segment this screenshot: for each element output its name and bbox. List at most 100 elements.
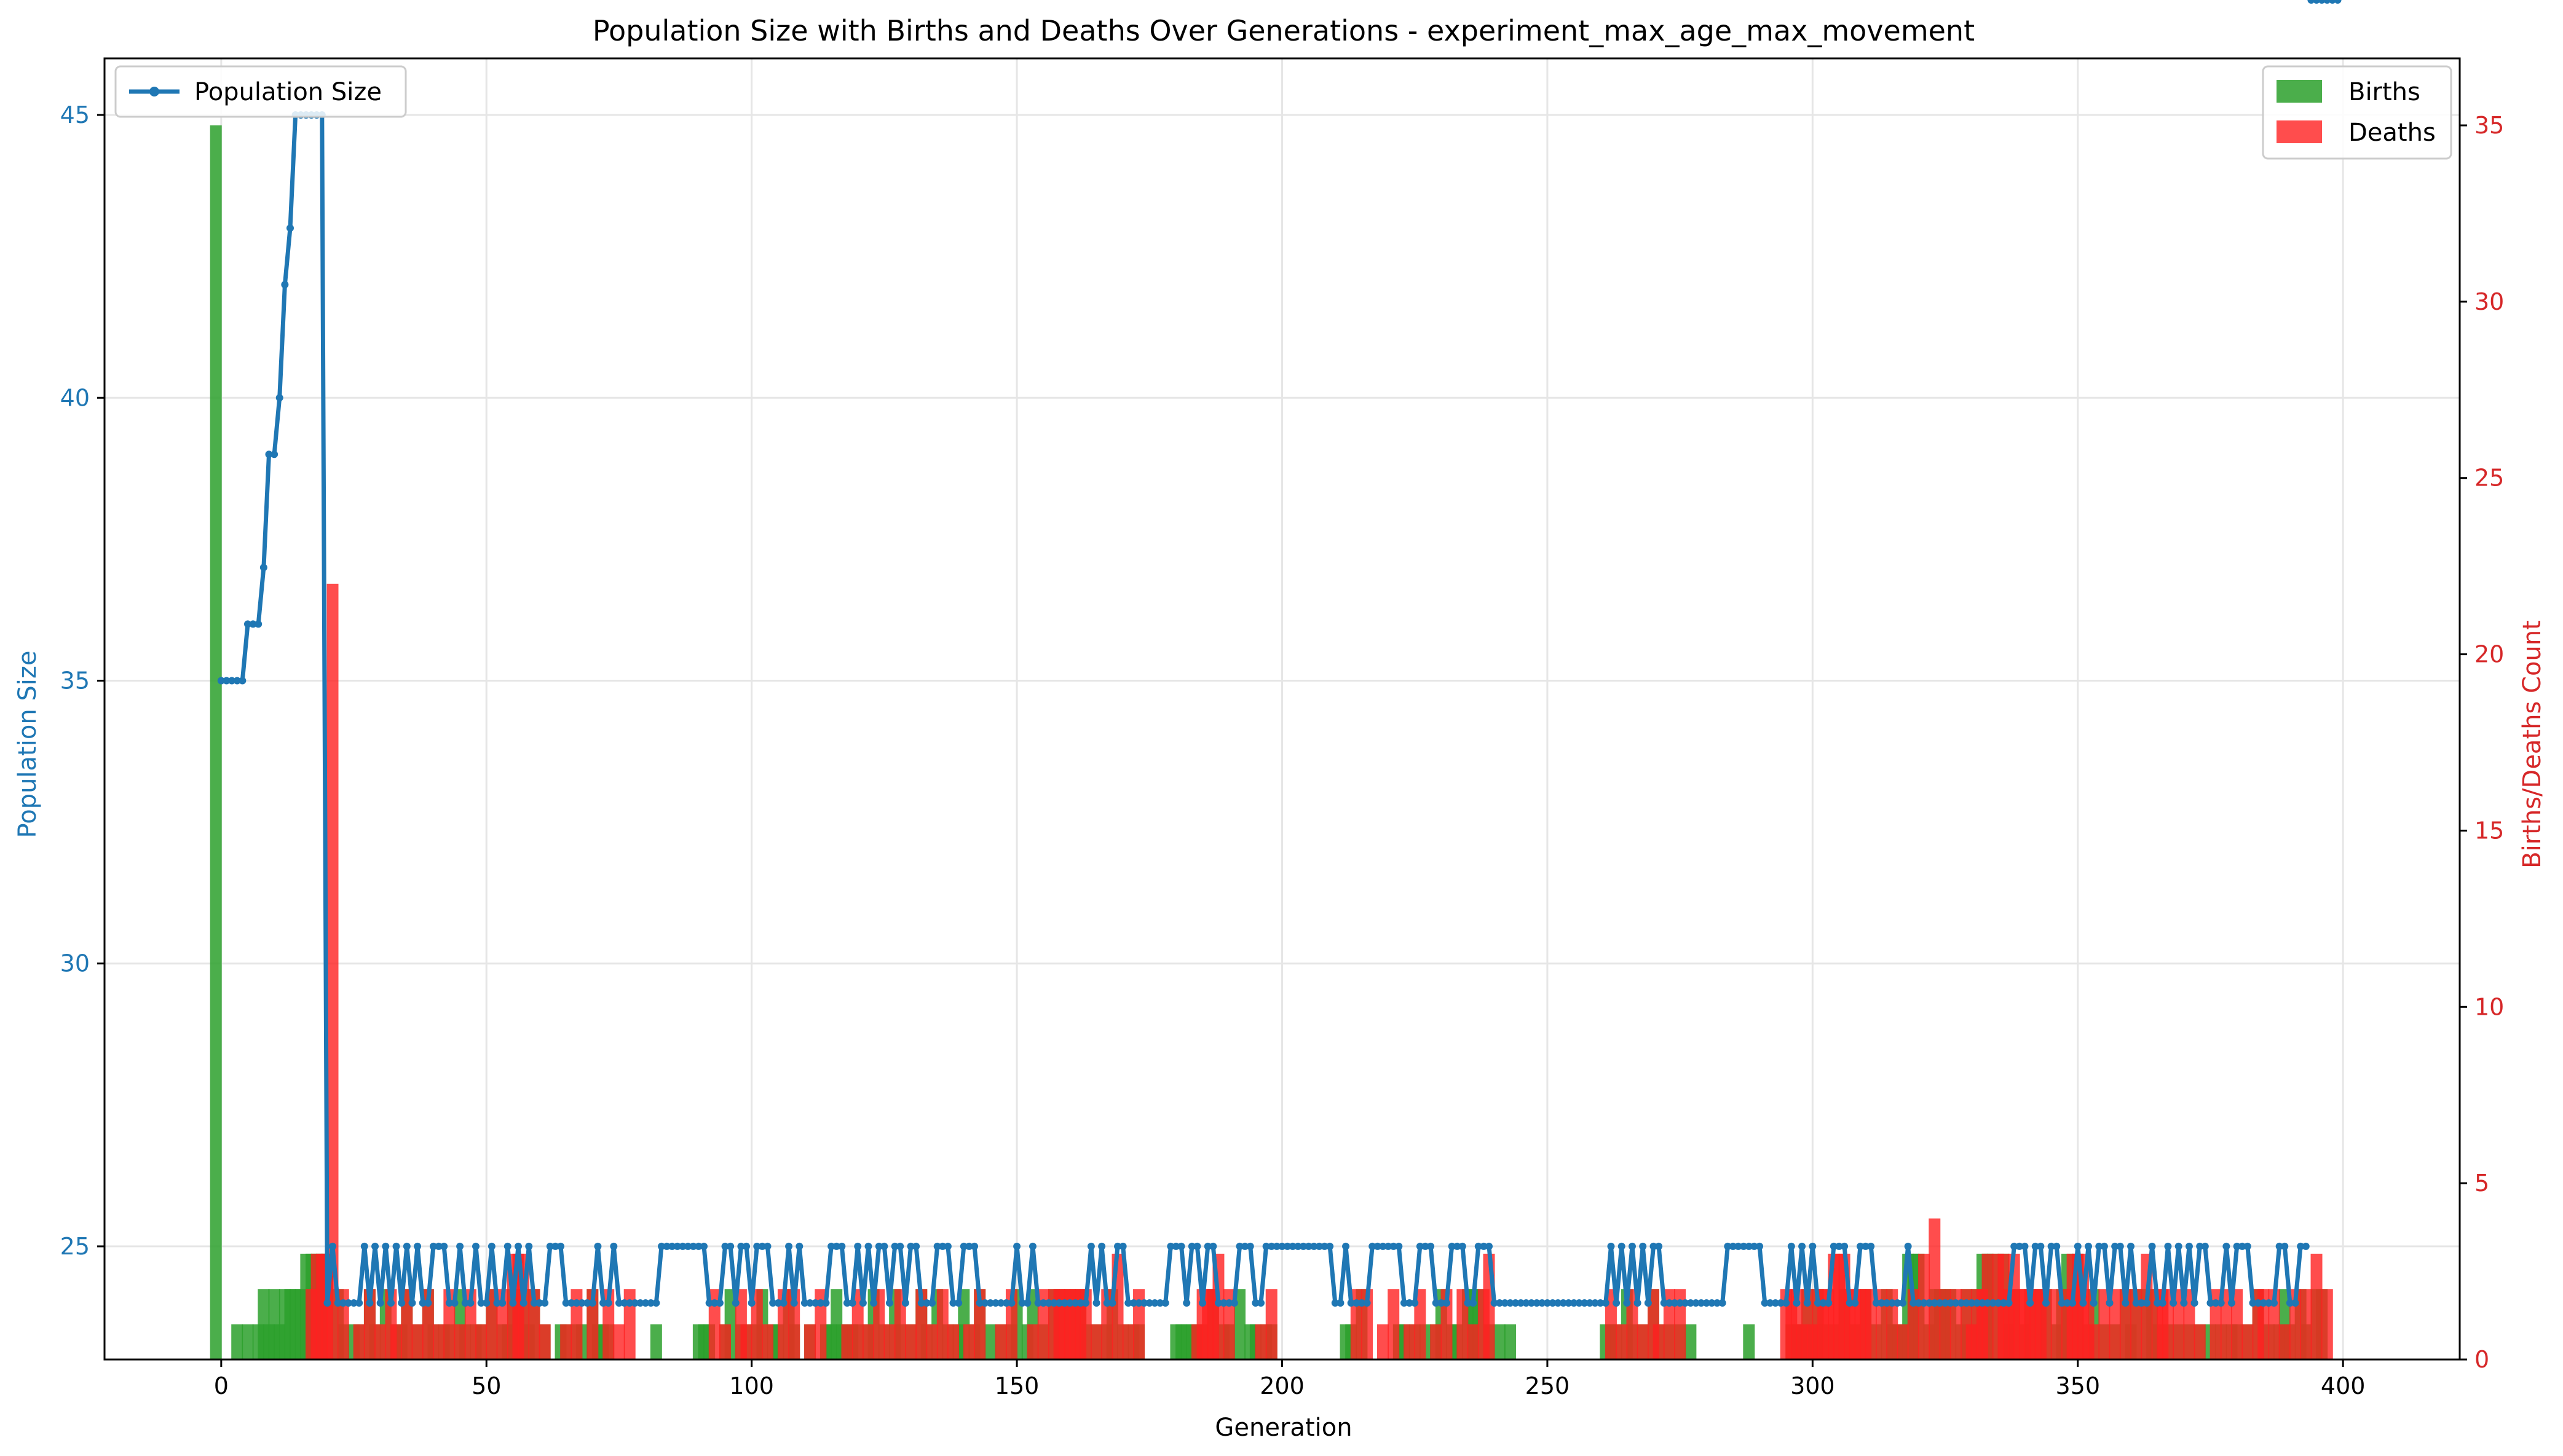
population-point [1485, 1243, 1493, 1250]
x-tick-label: 200 [1260, 1372, 1305, 1399]
population-point [323, 1299, 331, 1307]
legend-deaths-swatch [2277, 120, 2322, 143]
deaths-bar [1616, 1324, 1627, 1360]
population-point [424, 1299, 432, 1307]
population-point [594, 1243, 601, 1250]
population-point [743, 1243, 750, 1250]
population-point [727, 1243, 734, 1250]
deaths-bar [1266, 1289, 1278, 1360]
deaths-bar [937, 1289, 949, 1360]
population-point [1093, 1299, 1100, 1307]
population-point [2191, 1299, 2198, 1307]
population-point [1199, 1299, 1206, 1307]
population-point [387, 1299, 395, 1307]
births-bar [210, 125, 222, 1360]
population-point [2149, 1243, 2156, 1250]
right-tick-label: 5 [2474, 1170, 2489, 1197]
deaths-bar [1637, 1324, 1649, 1360]
population-point [1788, 1243, 1795, 1250]
population-point [1024, 1299, 1031, 1307]
legend-left: Population Size [116, 66, 406, 117]
population-point [509, 1299, 516, 1307]
left-tick-label: 25 [60, 1233, 90, 1260]
population-point [1247, 1243, 1254, 1250]
population-point [2217, 1299, 2225, 1307]
left-axis-label: Population Size [14, 651, 42, 838]
population-point [515, 1243, 522, 1250]
deaths-bar [560, 1324, 572, 1360]
deaths-bar [741, 1324, 752, 1360]
population-point [1082, 1299, 1089, 1307]
deaths-bar [475, 1324, 487, 1360]
population-point [955, 1299, 962, 1307]
population-point [2042, 1299, 2050, 1307]
population-point [1427, 1243, 1434, 1250]
x-tick-label: 300 [1790, 1372, 1835, 1399]
births-bar [231, 1324, 243, 1360]
deaths-bar [719, 1324, 731, 1360]
population-point [329, 1243, 336, 1250]
deaths-bar [963, 1324, 975, 1360]
population-point [880, 1243, 888, 1250]
population-point [1337, 1299, 1344, 1307]
population-point [610, 1243, 617, 1250]
legend-deaths-label: Deaths [2348, 119, 2436, 147]
deaths-bar [613, 1324, 625, 1360]
population-point [971, 1243, 978, 1250]
right-tick-label: 15 [2474, 817, 2504, 844]
deaths-bar [884, 1324, 896, 1360]
population-point [2270, 1299, 2278, 1307]
population-point [1088, 1243, 1095, 1250]
population-point [1899, 1299, 1906, 1307]
population-point [255, 620, 262, 628]
right-tick-label: 0 [2474, 1346, 2489, 1373]
population-point [276, 394, 283, 401]
population-point [366, 1299, 373, 1307]
population-point [1639, 1243, 1646, 1250]
population-point [2090, 1299, 2098, 1307]
population-point [403, 1243, 411, 1250]
births-bar [1684, 1324, 1696, 1360]
population-point [2186, 1243, 2193, 1250]
right-tick-label: 30 [2474, 288, 2504, 315]
population-point [1602, 1299, 1609, 1307]
population-point [870, 1299, 877, 1307]
deaths-bar [2311, 1254, 2323, 1360]
deaths-bar [412, 1324, 424, 1360]
population-point [541, 1299, 548, 1307]
population-point [2170, 1299, 2177, 1307]
population-point [239, 677, 246, 684]
population-point [2222, 1243, 2230, 1250]
population-point [1443, 1299, 1450, 1307]
population-point [1867, 1243, 1874, 1250]
population-point [1364, 1299, 1371, 1307]
population-point [1655, 1243, 1662, 1250]
population-point [1793, 1299, 1800, 1307]
deaths-bar [995, 1324, 1007, 1360]
population-point [2053, 1243, 2060, 1250]
right-axis-label: Births/Deaths Count [2518, 620, 2546, 868]
deaths-bar [1404, 1324, 1415, 1360]
population-point [2005, 1299, 2013, 1307]
population-point [2117, 1243, 2124, 1250]
population-point [1607, 1243, 1614, 1250]
population-point [780, 1299, 787, 1307]
population-point [1342, 1243, 1349, 1250]
births-bar [242, 1324, 253, 1360]
deaths-bar [1653, 1324, 1665, 1360]
population-point [2026, 1299, 2034, 1307]
births-bar [650, 1324, 662, 1360]
population-point [2244, 1243, 2251, 1250]
population-point [1120, 1243, 1127, 1250]
deaths-bar [905, 1324, 917, 1360]
population-point [2069, 1299, 2076, 1307]
population-point [408, 1299, 416, 1307]
deaths-bar [374, 1324, 386, 1360]
population-point [467, 1299, 474, 1307]
population-point [483, 1299, 490, 1307]
deaths-bar [2088, 1324, 2099, 1360]
population-point [764, 1243, 772, 1250]
right-tick-label: 35 [2474, 112, 2504, 139]
population-point [440, 1243, 448, 1250]
